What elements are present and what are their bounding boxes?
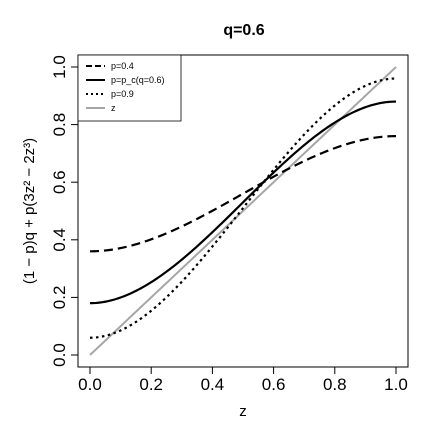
legend-label: z [111, 103, 116, 113]
y-tick-label: 0.8 [50, 113, 69, 137]
y-axis-title: (1 − p)q + p(3z² − 2z³) [21, 138, 38, 284]
x-tick-label: 0.8 [323, 375, 347, 394]
x-tick-label: 0.4 [201, 375, 225, 394]
x-tick-label: 0.2 [139, 375, 163, 394]
x-axis-title: z [239, 403, 247, 420]
series-line [89, 77, 397, 339]
y-tick-label: 0.4 [50, 228, 69, 252]
chart-title: q=0.6 [223, 22, 264, 39]
y-axis: 0.0 0.2 0.4 0.6 0.8 1.0 [50, 55, 79, 367]
x-tick-label: 1.0 [384, 375, 408, 394]
x-tick-label: 0.6 [262, 375, 286, 394]
y-tick-label: 0.6 [50, 170, 69, 194]
series-line [89, 66, 397, 356]
legend: p=0.4 p=p_c(q=0.6) p=0.9 z [77, 54, 182, 122]
legend-label: p=0.4 [111, 61, 134, 71]
legend-label: p=0.9 [111, 89, 134, 99]
series-line [89, 135, 397, 253]
legend-label: p=p_c(q=0.6) [111, 75, 165, 85]
series-line [89, 100, 397, 305]
x-tick-label: 0.0 [78, 375, 102, 394]
y-tick-label: 0.0 [50, 343, 69, 367]
y-tick-label: 1.0 [50, 55, 69, 79]
y-tick-label: 0.2 [50, 286, 69, 310]
x-axis: 0.0 0.2 0.4 0.6 0.8 1.0 [78, 366, 408, 394]
plot-area [89, 66, 397, 356]
